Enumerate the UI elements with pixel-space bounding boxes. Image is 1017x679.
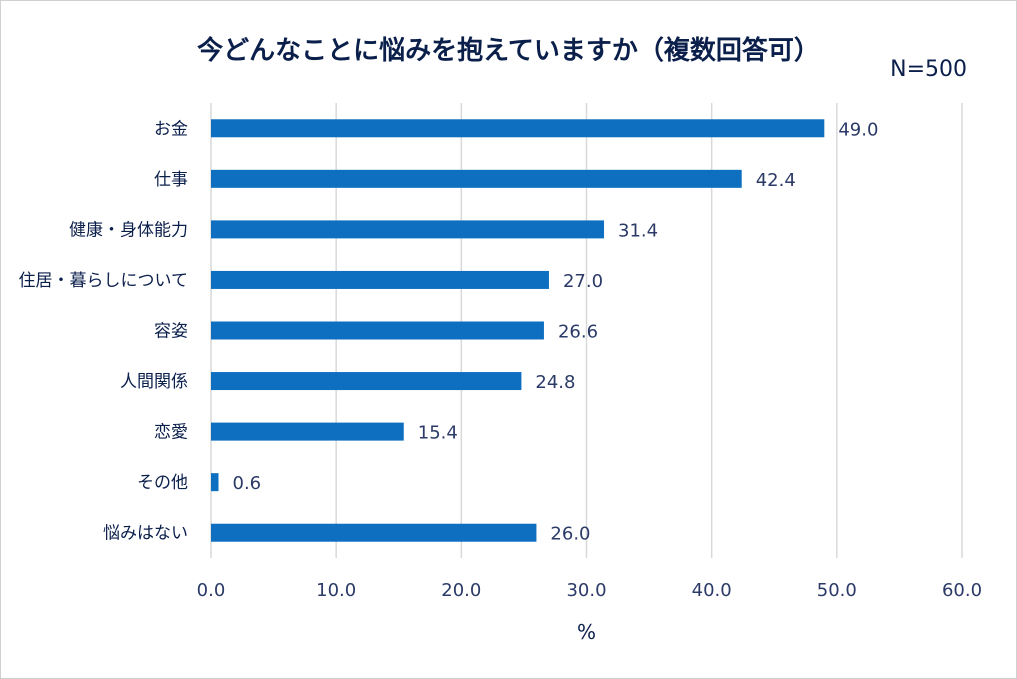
x-tick-label: 10.0 [316, 580, 356, 601]
category-label: 仕事 [154, 170, 188, 190]
category-label: 容姿 [154, 322, 188, 342]
bar [211, 321, 544, 340]
category-label: その他 [137, 473, 188, 493]
bar [211, 119, 825, 138]
chart-title: 今どんなことに悩みを抱えていますか（複数回答可） [197, 36, 820, 66]
x-tick-label: 30.0 [566, 580, 606, 601]
category-label: 健康・身体能力 [69, 220, 188, 240]
x-axis-label: % [577, 620, 596, 644]
category-label: 悩みはない [103, 524, 188, 544]
x-tick-label: 20.0 [441, 580, 481, 601]
data-label: 24.8 [535, 372, 575, 393]
category-label: 人間関係 [120, 372, 188, 392]
data-label: 15.4 [418, 423, 458, 444]
category-label: 恋愛 [154, 422, 188, 443]
category-label: お金 [154, 119, 188, 139]
x-tick-label: 60.0 [942, 580, 982, 601]
x-tick-label: 0.0 [197, 580, 226, 601]
bar [211, 473, 219, 492]
data-label: 26.6 [558, 322, 598, 343]
data-label: 27.0 [563, 271, 603, 292]
x-tick-label: 50.0 [817, 580, 857, 601]
bar [211, 372, 522, 391]
category-label: 住居・暮らしについて [19, 271, 189, 291]
data-label: 49.0 [838, 119, 878, 140]
sample-size-note: N=500 [890, 57, 967, 82]
data-label: 42.4 [756, 170, 796, 191]
bar [211, 270, 549, 289]
bar [211, 523, 537, 542]
data-label: 0.6 [233, 473, 262, 494]
x-tick-label: 40.0 [692, 580, 732, 601]
bar [211, 422, 404, 441]
bar [211, 220, 605, 239]
bar [211, 169, 742, 188]
data-label: 26.0 [550, 524, 590, 545]
data-label: 31.4 [618, 220, 658, 241]
